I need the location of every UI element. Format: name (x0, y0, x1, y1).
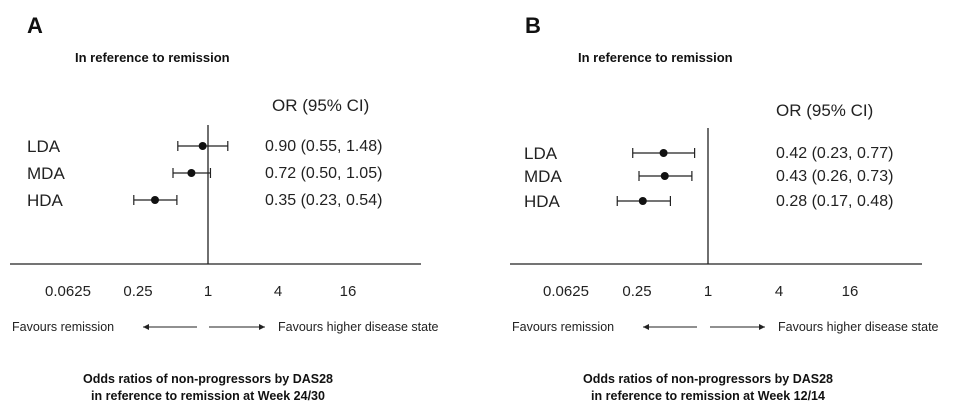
panel-b-row-value: 0.28 (0.17, 0.48) (776, 193, 893, 210)
panel-b-caption-line1: Odds ratios of non-progressors by DAS28 (583, 372, 833, 386)
panel-a-row-value: 0.90 (0.55, 1.48) (265, 138, 382, 155)
panel-a-tick-label: 0.25 (123, 283, 152, 300)
panel-a-tick-label: 1 (204, 283, 212, 300)
panel-b-arrow-left-head (643, 324, 649, 330)
panel-a-tick-label: 0.0625 (45, 283, 91, 300)
panel-a-point-estimate (150, 196, 159, 204)
panel-a-row-value: 0.72 (0.50, 1.05) (265, 165, 382, 182)
panel-a-row-label: MDA (27, 164, 65, 183)
panel-b-tick-label: 1 (704, 283, 712, 300)
panel-b-title: In reference to remission (578, 50, 733, 65)
panel-a-letter: A (27, 13, 43, 38)
panel-a-arrow-left-head (143, 324, 149, 330)
panel-b-letter: B (525, 13, 541, 38)
panel-b-tick-label: 16 (842, 283, 859, 300)
panel-a-row-label: LDA (27, 137, 61, 156)
panel-b-favours-left: Favours remission (512, 320, 614, 334)
panel-a-caption-line2: in reference to remission at Week 24/30 (91, 389, 325, 403)
panel-b-caption-line2: in reference to remission at Week 12/14 (591, 389, 825, 403)
panel-a: A In reference to remission OR (95% CI) 0.0… (10, 13, 439, 403)
panel-a-title: In reference to remission (75, 50, 230, 65)
panel-a-favours-right: Favours higher disease state (278, 320, 439, 334)
panel-b-row-label: HDA (524, 192, 561, 211)
panel-a-tick-label: 4 (274, 283, 282, 300)
panel-a-arrow-right-head (259, 324, 265, 330)
panel-b-point-estimate (660, 172, 669, 180)
panel-b-row-value: 0.43 (0.26, 0.73) (776, 168, 893, 185)
panel-a-favours-left: Favours remission (12, 320, 114, 334)
panel-b-favours-right: Favours higher disease state (778, 320, 939, 334)
panel-b-row-label: LDA (524, 144, 558, 163)
panel-b-row-value: 0.42 (0.23, 0.77) (776, 145, 893, 162)
panel-a-tick-label: 16 (340, 283, 357, 300)
panel-a-point-estimate (187, 169, 196, 177)
panel-b-arrow-right-head (759, 324, 765, 330)
panel-a-point-estimate (198, 142, 207, 150)
panel-a-or-header: OR (95% CI) (272, 96, 369, 115)
panel-b-point-estimate (659, 149, 668, 157)
panel-a-row-label: HDA (27, 191, 64, 210)
panel-b-tick-label: 0.25 (622, 283, 651, 300)
panel-b-or-header: OR (95% CI) (776, 101, 873, 120)
panel-b-point-estimate (638, 197, 647, 205)
panel-a-row-value: 0.35 (0.23, 0.54) (265, 192, 382, 209)
panel-b-tick-label: 4 (775, 283, 783, 300)
panel-b-tick-label: 0.0625 (543, 283, 589, 300)
panel-b: B In reference to remission OR (95% CI) 0.0… (510, 13, 939, 403)
panel-b-row-label: MDA (524, 167, 562, 186)
panel-a-caption-line1: Odds ratios of non-progressors by DAS28 (83, 372, 333, 386)
